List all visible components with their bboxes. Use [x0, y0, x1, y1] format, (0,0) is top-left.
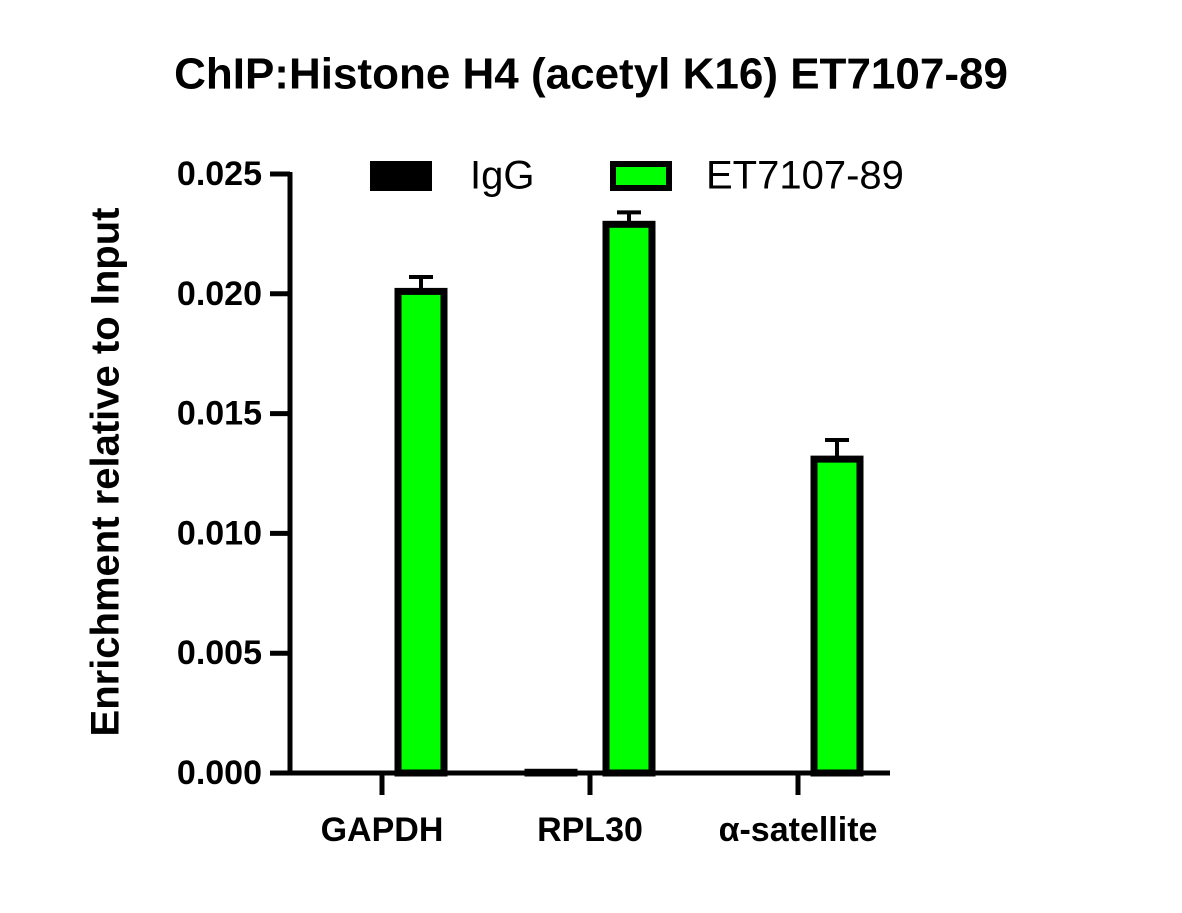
y-tick-label: 0.015: [177, 395, 262, 433]
bar: [394, 287, 448, 777]
y-tick-label: 0.005: [177, 634, 262, 672]
bar: [602, 220, 656, 777]
x-tick-label: GAPDH: [321, 811, 444, 849]
y-tick-label: 0.025: [177, 155, 262, 193]
x-tick-label: α-satellite: [719, 811, 878, 849]
bar: [810, 455, 864, 777]
y-tick-label: 0.000: [177, 754, 262, 792]
legend-swatch: [610, 161, 672, 191]
y-tick-label: 0.020: [177, 275, 262, 313]
legend-label: IgG: [470, 154, 534, 198]
x-tick-label: RPL30: [537, 811, 643, 849]
chart-title: ChIP:Histone H4 (acetyl K16) ET7107-89: [174, 50, 1008, 99]
y-tick-label: 0.010: [177, 514, 262, 552]
legend-label: ET7107-89: [706, 154, 904, 198]
bar: [524, 768, 578, 777]
legend-swatch: [370, 161, 432, 191]
y-axis-label: Enrichment relative to Input: [84, 208, 128, 737]
